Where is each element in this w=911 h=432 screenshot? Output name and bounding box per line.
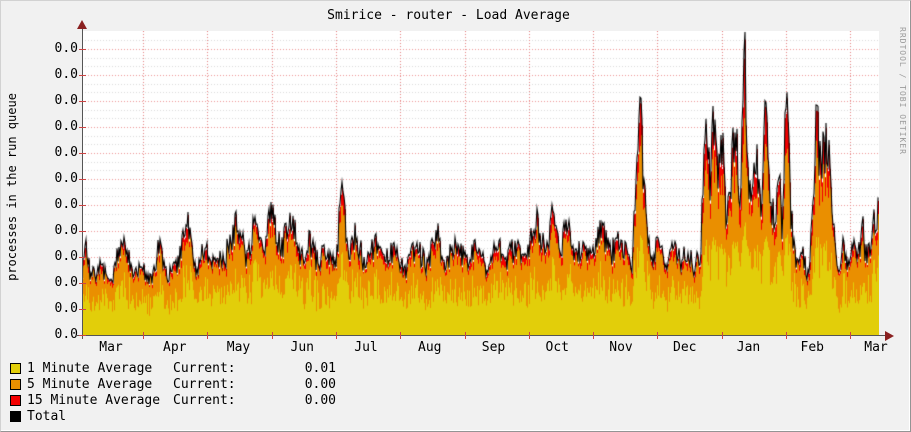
x-tick-mark (593, 332, 594, 339)
y-tick-mark (79, 179, 86, 180)
y-axis-line (82, 27, 83, 339)
legend-current-value: 0.00 (304, 376, 336, 392)
y-axis-arrow-icon (77, 20, 87, 29)
y-tick-label: 0.0 (54, 119, 78, 134)
y-tick-mark (79, 127, 86, 128)
y-tick-label: 0.0 (54, 223, 78, 238)
x-tick-mark (336, 332, 337, 339)
x-tick-label: Jun (290, 340, 314, 355)
x-tick-label: Feb (800, 340, 824, 355)
x-tick-mark (529, 332, 530, 339)
y-axis-label: processes in the run queue (5, 93, 19, 281)
legend-row: 15 Minute Average Current: 0.00 (10, 392, 336, 408)
legend-swatch-15min-icon (10, 394, 21, 406)
y-tick-mark (79, 101, 86, 102)
x-tick-mark (207, 332, 208, 339)
x-tick-mark (722, 332, 723, 339)
y-tick-mark (79, 231, 86, 232)
rrdtool-watermark: RRDTOOL / TOBI OETIKER (898, 27, 907, 155)
y-tick-label: 0.0 (54, 67, 78, 82)
graph-title: Smirice - router - Load Average (327, 8, 570, 23)
x-tick-label: Jan (736, 340, 761, 355)
legend-label: 15 Minute Average (27, 392, 161, 408)
y-tick-label: 0.0 (54, 145, 78, 160)
x-tick-label: Dec (673, 340, 697, 355)
legend-current-label: Current: (173, 376, 236, 392)
x-tick-mark (850, 332, 851, 339)
legend: 1 Minute Average Current: 0.01 5 Minute … (10, 360, 336, 424)
legend-label: Total (27, 408, 67, 424)
x-tick-mark (657, 332, 658, 339)
x-tick-label: Jul (354, 340, 378, 355)
x-tick-mark (272, 332, 273, 339)
y-tick-label: 0.0 (54, 301, 78, 316)
y-tick-mark (79, 153, 86, 154)
x-tick-mark (786, 332, 787, 339)
chart-canvas (82, 31, 879, 335)
x-tick-label: May (226, 340, 251, 355)
x-tick-mark (400, 332, 401, 339)
legend-label: 5 Minute Average (27, 376, 153, 392)
legend-current-value: 0.01 (304, 360, 336, 376)
x-tick-mark (465, 332, 466, 339)
x-tick-label: Mar (99, 340, 123, 355)
x-axis-line (76, 335, 886, 336)
legend-swatch-1min-icon (10, 362, 21, 374)
x-tick-label: Mar (864, 340, 888, 355)
y-tick-label: 0.0 (54, 249, 78, 264)
y-tick-label: 0.0 (54, 327, 78, 342)
x-tick-label: Nov (609, 340, 633, 355)
plot-area (82, 31, 879, 335)
y-tick-mark (79, 205, 86, 206)
legend-label: 1 Minute Average (27, 360, 153, 376)
x-tick-label: Sep (481, 340, 506, 355)
x-tick-mark (143, 332, 144, 339)
legend-row: 1 Minute Average Current: 0.01 (10, 360, 336, 376)
legend-swatch-total-icon (10, 410, 21, 422)
y-tick-mark (79, 75, 86, 76)
legend-current-label: Current: (173, 392, 236, 408)
y-tick-label: 0.0 (54, 171, 78, 186)
y-tick-mark (79, 309, 86, 310)
legend-row: Total (10, 408, 336, 424)
x-tick-label: Oct (545, 340, 569, 355)
x-tick-label: Aug (418, 340, 442, 355)
y-tick-mark (79, 283, 86, 284)
y-tick-mark (79, 335, 86, 336)
y-tick-mark (79, 257, 86, 258)
x-axis-arrow-icon (885, 331, 894, 341)
legend-row: 5 Minute Average Current: 0.00 (10, 376, 336, 392)
y-tick-mark (79, 49, 86, 50)
y-tick-label: 0.0 (54, 41, 78, 56)
y-tick-label: 0.0 (54, 275, 78, 290)
y-tick-label: 0.0 (54, 197, 78, 212)
legend-swatch-5min-icon (10, 378, 21, 390)
legend-current-value: 0.00 (304, 392, 336, 408)
y-tick-label: 0.0 (54, 93, 78, 108)
legend-current-label: Current: (173, 360, 236, 376)
x-tick-label: Apr (163, 340, 187, 355)
